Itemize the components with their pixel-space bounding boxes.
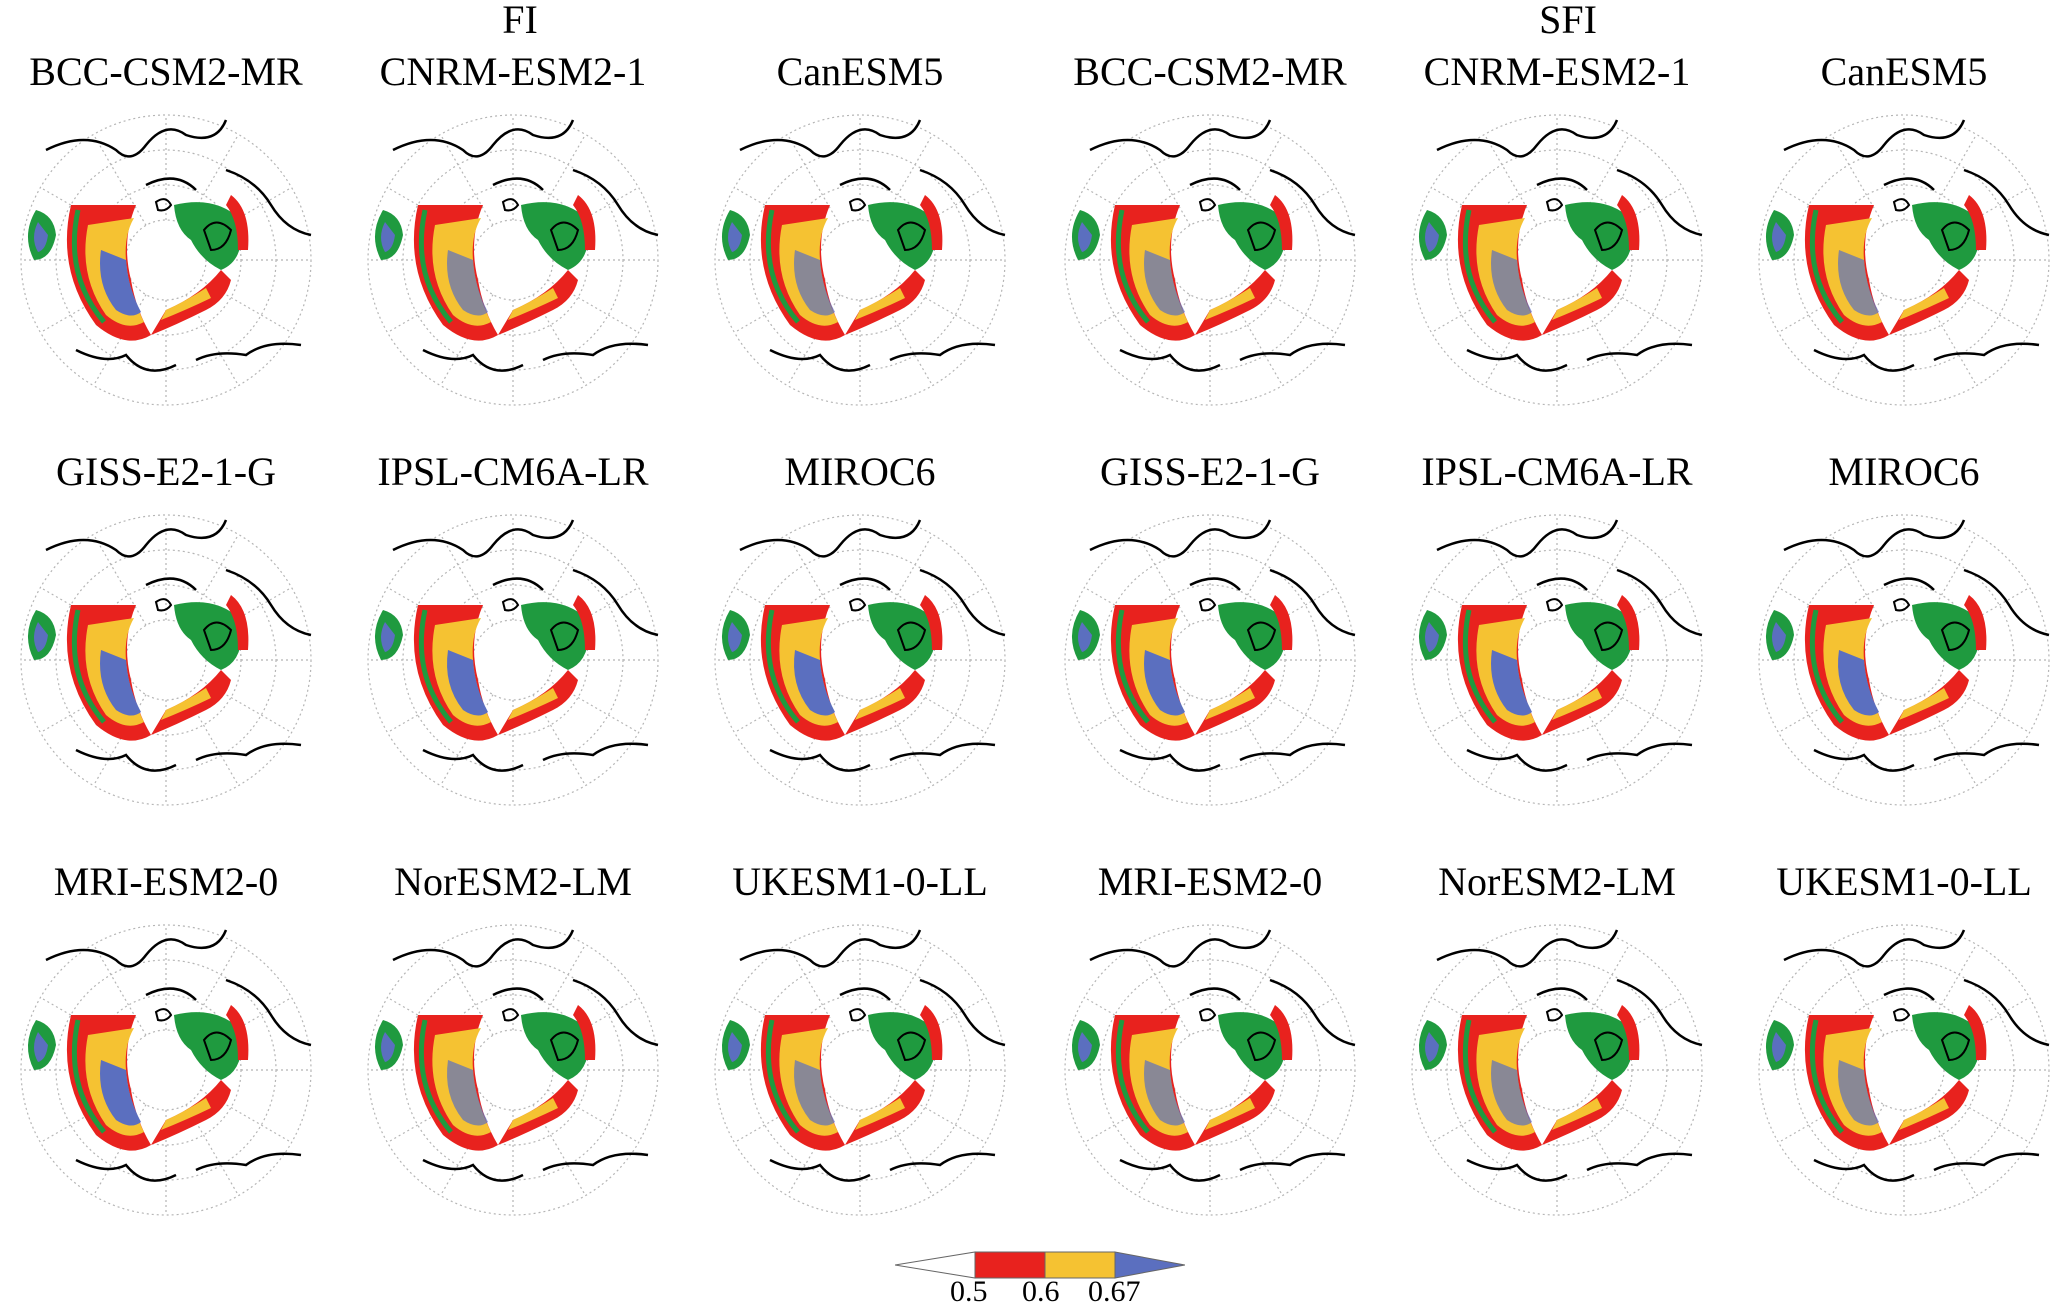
colorbar (895, 1251, 1185, 1279)
polar-map (367, 514, 659, 806)
map-panel: UKESM1-0-LL (695, 860, 1025, 1250)
panel-title: MRI-ESM2-0 (1097, 859, 1323, 904)
map-panel: MIROC6 (695, 450, 1025, 840)
map-panel: IPSL-CM6A-LR (1392, 450, 1722, 840)
polar-map (1064, 514, 1356, 806)
polar-map (1064, 924, 1356, 1216)
map-panel: CanESM5 (695, 50, 1025, 440)
panel-title: GISS-E2-1-G (56, 449, 276, 494)
panel-title: NorESM2-LM (1438, 859, 1676, 904)
panel-title: CanESM5 (1820, 49, 1988, 94)
colorbar-tick-067: 0.67 (1088, 1275, 1141, 1308)
panel-title: IPSL-CM6A-LR (1421, 449, 1693, 494)
colorbar-bin-above-067 (1114, 1251, 1185, 1279)
polar-map (714, 114, 1006, 406)
map-panel: NorESM2-LM (348, 860, 678, 1250)
map-panel: BCC-CSM2-MR (1045, 50, 1375, 440)
map-panel: BCC-CSM2-MR (1, 50, 331, 440)
polar-map (714, 924, 1006, 1216)
polar-map (367, 924, 659, 1216)
map-panel: CNRM-ESM2-1 (1392, 50, 1722, 440)
polar-map (1064, 114, 1356, 406)
polar-map (1411, 924, 1703, 1216)
map-panel: CNRM-ESM2-1 (348, 50, 678, 440)
panel-title: CNRM-ESM2-1 (379, 49, 647, 94)
polar-map (20, 514, 312, 806)
map-panel: IPSL-CM6A-LR (348, 450, 678, 840)
polar-map (20, 114, 312, 406)
panel-title: BCC-CSM2-MR (29, 49, 303, 94)
map-panel: CanESM5 (1739, 50, 2067, 440)
panel-title: CNRM-ESM2-1 (1423, 49, 1691, 94)
panel-title: MIROC6 (784, 449, 936, 494)
panel-title: GISS-E2-1-G (1100, 449, 1320, 494)
map-panel: GISS-E2-1-G (1, 450, 331, 840)
group-label-fi: FI (502, 0, 538, 42)
colorbar-bin-05-06 (974, 1251, 1046, 1279)
panel-title: UKESM1-0-LL (1776, 859, 2032, 904)
map-panel: GISS-E2-1-G (1045, 450, 1375, 840)
map-panel: NorESM2-LM (1392, 860, 1722, 1250)
map-panel: MIROC6 (1739, 450, 2067, 840)
panel-title: MRI-ESM2-0 (53, 859, 279, 904)
panel-title: UKESM1-0-LL (732, 859, 988, 904)
polar-map (1411, 514, 1703, 806)
colorbar-tick-06: 0.6 (1022, 1275, 1060, 1308)
group-label-sfi: SFI (1539, 0, 1597, 42)
polar-map (1758, 924, 2050, 1216)
panel-title: CanESM5 (776, 49, 944, 94)
polar-map (714, 514, 1006, 806)
panel-title: IPSL-CM6A-LR (377, 449, 649, 494)
panel-title: MIROC6 (1828, 449, 1980, 494)
colorbar-tick-05: 0.5 (950, 1275, 988, 1308)
polar-map (1758, 514, 2050, 806)
polar-map (367, 114, 659, 406)
panel-title: NorESM2-LM (394, 859, 632, 904)
panel-title: BCC-CSM2-MR (1073, 49, 1347, 94)
colorbar-bin-06-067 (1044, 1251, 1116, 1279)
polar-map (1411, 114, 1703, 406)
map-panel: MRI-ESM2-0 (1045, 860, 1375, 1250)
map-panel: MRI-ESM2-0 (1, 860, 331, 1250)
map-panel: UKESM1-0-LL (1739, 860, 2067, 1250)
polar-map (1758, 114, 2050, 406)
polar-map (20, 924, 312, 1216)
